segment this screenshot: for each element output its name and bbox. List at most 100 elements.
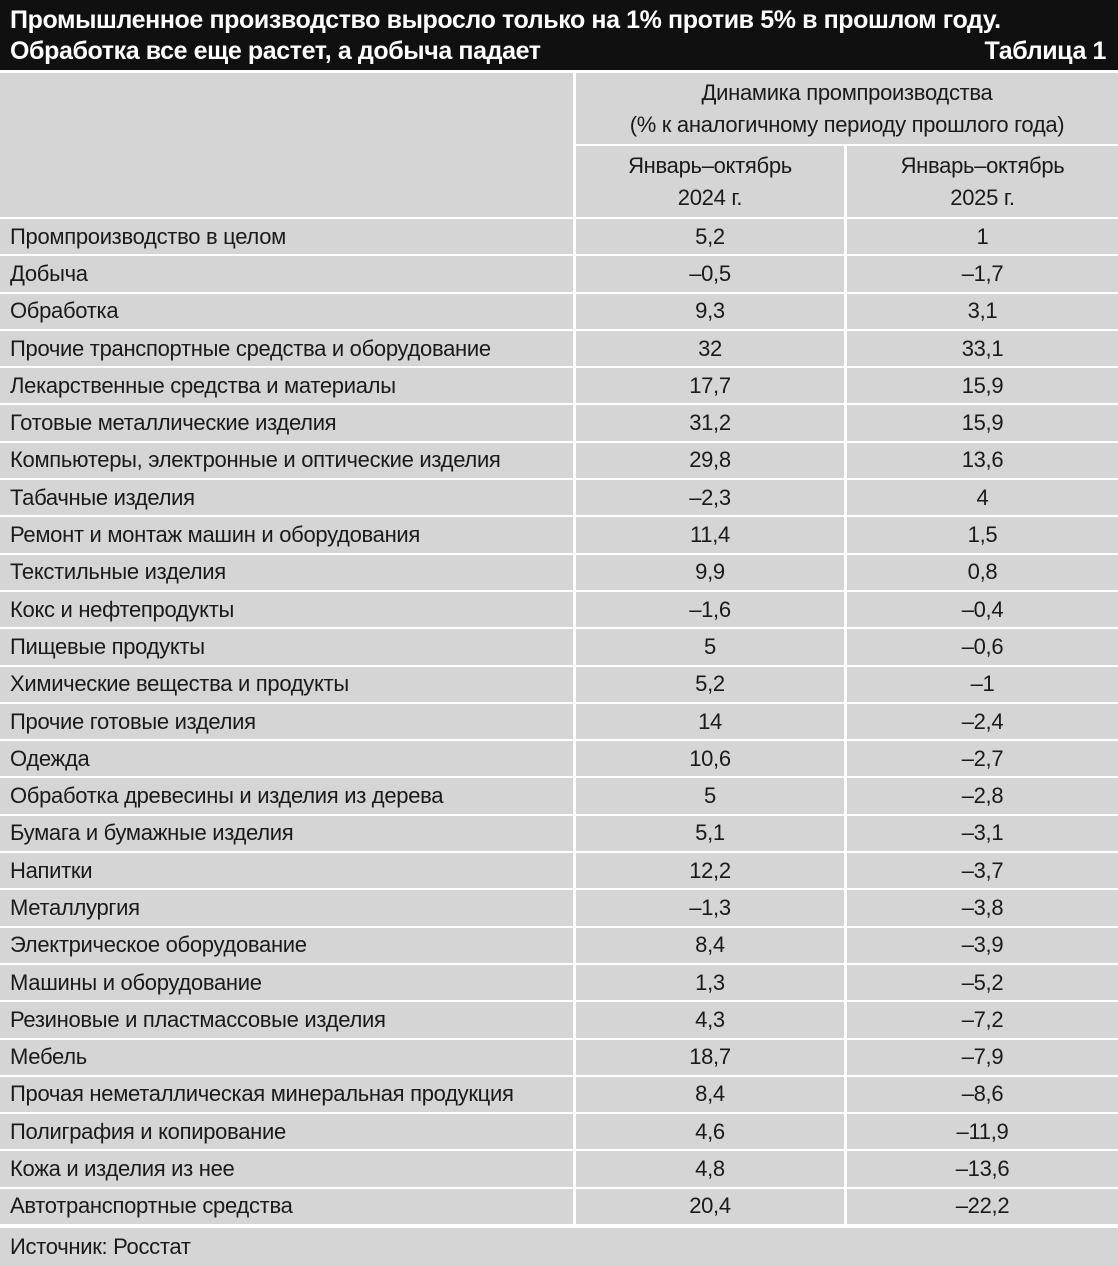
column-header-2024-year: 2024 г. <box>677 184 743 210</box>
row-value-2025: –2,7 <box>847 741 1118 779</box>
row-label: Прочая неметаллическая минеральная проду… <box>0 1076 576 1115</box>
row-value-2025: 3,1 <box>847 293 1118 331</box>
row-value-2025: –8,6 <box>847 1076 1118 1115</box>
row-value-2024: –0,5 <box>576 256 847 294</box>
source-note: Источник: Росстат <box>0 1228 1118 1266</box>
table-row: Прочие транспортные средства и оборудова… <box>0 330 1118 369</box>
table-body: Промпроизводство в целом 5,2 1 Добыча –0… <box>0 219 1118 1227</box>
row-label: Бумага и бумажные изделия <box>0 815 576 854</box>
row-label: Компьютеры, электронные и оптические изд… <box>0 442 576 481</box>
column-header-2024-period: Январь–октябрь <box>628 152 792 178</box>
table-row: Табачные изделия –2,3 4 <box>0 480 1118 518</box>
row-label: Машины и оборудование <box>0 964 576 1003</box>
row-value-2024: 18,7 <box>576 1039 847 1077</box>
table-row: Добыча –0,5 –1,7 <box>0 256 1118 294</box>
table-row: Кокс и нефтепродукты –1,6 –0,4 <box>0 591 1118 630</box>
table-row: Промпроизводство в целом 5,2 1 <box>0 219 1118 257</box>
table-row: Электрическое оборудование 8,4 –3,9 <box>0 927 1118 965</box>
row-label: Обработка древесины и изделия из дерева <box>0 778 576 816</box>
row-label: Промпроизводство в целом <box>0 219 576 257</box>
row-label: Одежда <box>0 741 576 779</box>
row-value-2025: –22,2 <box>847 1188 1118 1227</box>
group-header-line2: (% к аналогичному периоду прошлого года) <box>629 111 1065 137</box>
row-label: Автотранспортные средства <box>0 1188 576 1227</box>
row-value-2024: 12,2 <box>576 853 847 891</box>
row-label: Полиграфия и копирование <box>0 1114 576 1152</box>
row-value-2024: 5,1 <box>576 815 847 854</box>
row-value-2025: 1,5 <box>847 517 1118 555</box>
row-label: Прочие готовые изделия <box>0 703 576 742</box>
row-value-2025: –2,8 <box>847 778 1118 816</box>
table-row: Кожа и изделия из нее 4,8 –13,6 <box>0 1151 1118 1189</box>
row-label: Готовые металлические изделия <box>0 405 576 443</box>
table-row: Пищевые продукты 5 –0,6 <box>0 629 1118 667</box>
table-row: Автотранспортные средства 20,4 –22,2 <box>0 1188 1118 1227</box>
row-value-2025: –0,4 <box>847 591 1118 630</box>
table-row: Прочая неметаллическая минеральная проду… <box>0 1076 1118 1115</box>
row-label: Прочие транспортные средства и оборудова… <box>0 330 576 369</box>
row-value-2025: –13,6 <box>847 1151 1118 1189</box>
row-value-2024: 14 <box>576 703 847 742</box>
table-row: Напитки 12,2 –3,7 <box>0 853 1118 891</box>
table-row: Одежда 10,6 –2,7 <box>0 741 1118 779</box>
row-value-2025: –3,7 <box>847 853 1118 891</box>
column-header-2025-period: Январь–октябрь <box>900 152 1065 178</box>
row-value-2025: 4 <box>847 480 1118 518</box>
table-row: Ремонт и монтаж машин и оборудования 11,… <box>0 517 1118 555</box>
row-label: Кокс и нефтепродукты <box>0 591 576 630</box>
corner-cell <box>0 73 576 219</box>
row-label: Лекарственные средства и материалы <box>0 368 576 406</box>
row-value-2025: –11,9 <box>847 1114 1118 1152</box>
row-value-2024: –2,3 <box>576 480 847 518</box>
row-value-2024: 4,8 <box>576 1151 847 1189</box>
row-value-2024: 9,3 <box>576 293 847 331</box>
row-label: Резиновые и пластмассовые изделия <box>0 1002 576 1040</box>
table-row: Прочие готовые изделия 14 –2,4 <box>0 703 1118 742</box>
row-value-2025: –3,1 <box>847 815 1118 854</box>
row-label: Металлургия <box>0 890 576 928</box>
row-value-2024: 4,3 <box>576 1002 847 1040</box>
row-label: Мебель <box>0 1039 576 1077</box>
table-row: Химические вещества и продукты 5,2 –1 <box>0 666 1118 704</box>
row-label: Табачные изделия <box>0 480 576 518</box>
row-value-2024: 32 <box>576 330 847 369</box>
column-header-2025-year: 2025 г. <box>950 184 1015 210</box>
table-row: Готовые металлические изделия 31,2 15,9 <box>0 405 1118 443</box>
table-row: Обработка 9,3 3,1 <box>0 293 1118 331</box>
row-label: Химические вещества и продукты <box>0 666 576 704</box>
row-value-2025: 13,6 <box>847 442 1118 481</box>
source-text: Источник: Росстат <box>10 1234 191 1260</box>
row-value-2025: –0,6 <box>847 629 1118 667</box>
table-row: Резиновые и пластмассовые изделия 4,3 –7… <box>0 1002 1118 1040</box>
row-value-2024: 5,2 <box>576 666 847 704</box>
row-value-2024: 5 <box>576 778 847 816</box>
row-value-2025: –1,7 <box>847 256 1118 294</box>
row-label: Добыча <box>0 256 576 294</box>
row-value-2024: 11,4 <box>576 517 847 555</box>
row-value-2025: 15,9 <box>847 368 1118 406</box>
table-row: Машины и оборудование 1,3 –5,2 <box>0 964 1118 1003</box>
row-value-2025: –7,9 <box>847 1039 1118 1077</box>
row-value-2024: 20,4 <box>576 1188 847 1227</box>
table-row: Обработка древесины и изделия из дерева … <box>0 778 1118 816</box>
table-row: Мебель 18,7 –7,9 <box>0 1039 1118 1077</box>
row-value-2025: –3,8 <box>847 890 1118 928</box>
column-header-2024: Январь–октябрь 2024 г. <box>576 146 847 219</box>
row-value-2025: –2,4 <box>847 703 1118 742</box>
table-row: Лекарственные средства и материалы 17,7 … <box>0 368 1118 406</box>
row-value-2025: –3,9 <box>847 927 1118 965</box>
row-value-2024: 5 <box>576 629 847 667</box>
row-value-2024: 5,2 <box>576 219 847 257</box>
headline-bar: Промышленное производство выросло только… <box>0 0 1118 70</box>
table-row: Бумага и бумажные изделия 5,1 –3,1 <box>0 815 1118 854</box>
row-label: Напитки <box>0 853 576 891</box>
row-value-2024: 1,3 <box>576 964 847 1003</box>
row-value-2025: 33,1 <box>847 330 1118 369</box>
group-header: Динамика промпроизводства (% к аналогичн… <box>576 73 1118 146</box>
row-value-2024: 9,9 <box>576 554 847 592</box>
row-value-2025: 1 <box>847 219 1118 257</box>
row-value-2025: –7,2 <box>847 1002 1118 1040</box>
row-value-2025: –5,2 <box>847 964 1118 1003</box>
group-header-line1: Динамика промпроизводства <box>701 79 993 105</box>
